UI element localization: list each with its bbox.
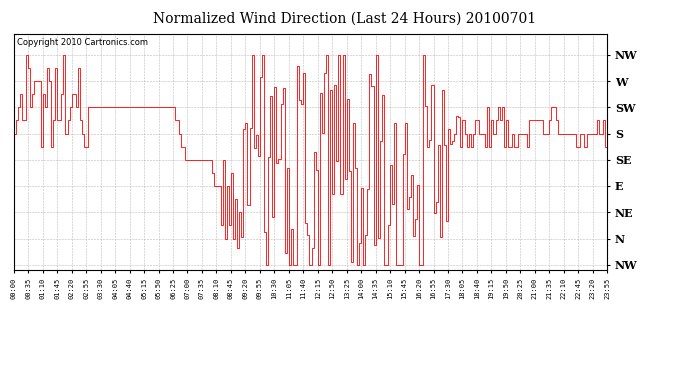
Text: Copyright 2010 Cartronics.com: Copyright 2010 Cartronics.com [17, 39, 148, 48]
Text: Normalized Wind Direction (Last 24 Hours) 20100701: Normalized Wind Direction (Last 24 Hours… [153, 11, 537, 25]
